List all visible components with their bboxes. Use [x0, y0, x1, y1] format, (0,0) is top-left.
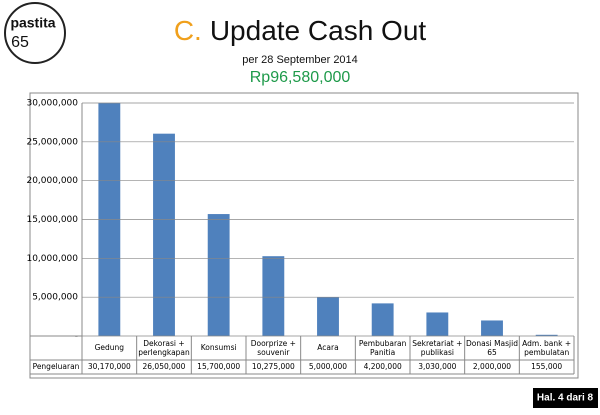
value-label-box: 4,200,000 — [363, 362, 402, 372]
category-label: Sekretariat + publikasi — [412, 338, 463, 357]
value-label-box: 155,000 — [531, 362, 563, 372]
value-label-box: 15,700,000 — [197, 362, 241, 372]
value-label: 30,170,000 — [87, 362, 131, 372]
category-label-box: Gedung — [94, 343, 125, 353]
bar — [481, 320, 503, 336]
footer: Hal. 4 dari 8 — [537, 393, 594, 404]
bar — [317, 297, 339, 336]
bar — [262, 256, 285, 336]
category-label: Doorprize + souvenir — [250, 338, 296, 357]
category-label: Dekorasi + perlengkapan — [138, 338, 190, 357]
y-tick-label: 15,000,000 — [26, 215, 78, 225]
category-label-box: Doorprize + souvenir — [250, 338, 296, 357]
bar — [426, 312, 449, 336]
value-label: 5,000,000 — [308, 362, 348, 372]
category-label-box: Dekorasi + perlengkapan — [138, 338, 190, 357]
row-label: Pengeluaran — [32, 362, 80, 372]
bar — [207, 214, 230, 336]
y-tick-label: 30,000,000 — [26, 99, 78, 109]
value-label-box: 2,000,000 — [472, 362, 512, 372]
value-label-box: 10,275,000 — [251, 362, 295, 372]
subtitle: per 28 September 2014 — [242, 54, 358, 66]
value-label-box: 26,050,000 — [142, 362, 186, 372]
value-label: 4,200,000 — [363, 362, 402, 372]
title: C. Update Cash Out — [174, 15, 427, 46]
category-label-box: Donasi Masjid 65 — [465, 338, 518, 357]
category-label: Acara — [317, 343, 339, 353]
value-label: 10,275,000 — [251, 362, 295, 372]
y-tick-label: 25,000,000 — [26, 137, 78, 147]
logo-circle — [4, 2, 66, 64]
title-prefix: C. — [174, 15, 202, 46]
y-tick-label: 5,000,000 — [32, 293, 78, 303]
bar — [98, 103, 121, 336]
total: Rp96,580,000 — [250, 69, 351, 86]
category-label-box: Acara — [317, 343, 339, 353]
value-label: 3,030,000 — [418, 362, 457, 372]
footer-box — [533, 388, 598, 408]
bar — [535, 334, 558, 336]
value-label: 26,050,000 — [142, 362, 186, 372]
category-label: Gedung — [94, 343, 125, 353]
value-label: 155,000 — [531, 362, 563, 372]
category-label-box: Pembubaran Panitia — [358, 338, 407, 357]
y-tick-label: 10,000,000 — [26, 254, 78, 264]
logo-name: pastita — [10, 15, 55, 31]
value-label: 2,000,000 — [472, 362, 512, 372]
title-text: Update Cash Out — [210, 15, 427, 46]
row-label-box: Pengeluaran — [32, 362, 80, 372]
bar — [371, 303, 394, 336]
category-label: Adm. bank + pembulatan — [522, 338, 572, 357]
value-label-box: 30,170,000 — [87, 362, 131, 372]
category-label-box: Sekretariat + publikasi — [412, 338, 463, 357]
value-label: 15,700,000 — [197, 362, 241, 372]
bar — [153, 133, 175, 336]
category-label: Pembubaran Panitia — [358, 338, 407, 357]
y-tick-label: 20,000,000 — [26, 176, 78, 186]
category-label: Donasi Masjid 65 — [465, 338, 518, 357]
category-label: Konsumsi — [200, 343, 237, 353]
value-label-box: 5,000,000 — [308, 362, 348, 372]
category-label-box: Adm. bank + pembulatan — [522, 338, 572, 357]
value-label-box: 3,030,000 — [418, 362, 457, 372]
category-label-box: Konsumsi — [200, 343, 237, 353]
logo-number: 65 — [11, 34, 29, 51]
